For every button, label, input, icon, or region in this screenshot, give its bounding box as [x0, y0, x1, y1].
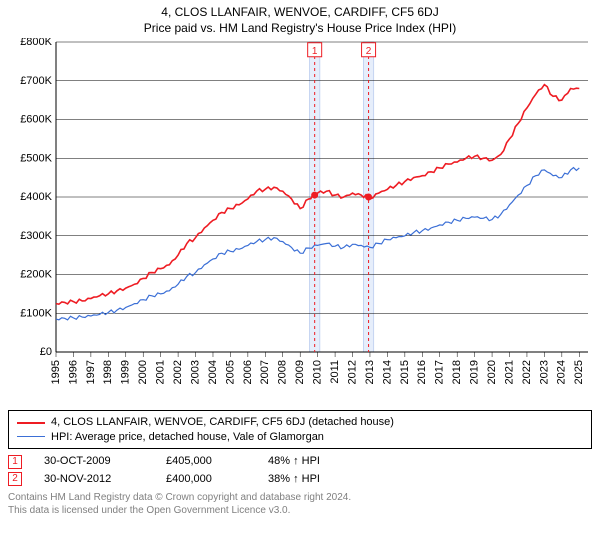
svg-text:£0: £0 — [40, 346, 52, 358]
svg-text:£400K: £400K — [20, 191, 52, 203]
svg-text:2020: 2020 — [486, 360, 498, 384]
svg-text:£500K: £500K — [20, 153, 52, 165]
svg-text:2010: 2010 — [312, 360, 324, 384]
svg-text:1995: 1995 — [50, 360, 62, 384]
svg-text:2: 2 — [366, 46, 372, 57]
footer-attribution: Contains HM Land Registry data © Crown c… — [8, 492, 592, 517]
svg-text:2015: 2015 — [399, 360, 411, 384]
svg-text:2019: 2019 — [469, 360, 481, 384]
svg-text:2007: 2007 — [259, 360, 271, 384]
chart-area: £0 £100K £200K £300K £400K £500K £600K £700K £80… — [8, 38, 592, 408]
svg-text:2013: 2013 — [364, 360, 376, 384]
sale-marker-icon: 2 — [8, 472, 22, 486]
svg-text:2022: 2022 — [521, 360, 533, 384]
sale-marker-icon: 1 — [8, 455, 22, 469]
legend-row: HPI: Average price, detached house, Vale… — [17, 430, 583, 444]
svg-text:2018: 2018 — [451, 360, 463, 384]
svg-text:£300K: £300K — [20, 230, 52, 242]
svg-text:2024: 2024 — [556, 360, 568, 384]
svg-text:2000: 2000 — [137, 360, 149, 384]
svg-text:2008: 2008 — [277, 360, 289, 384]
svg-text:1: 1 — [312, 46, 318, 57]
svg-text:£100K: £100K — [20, 308, 52, 320]
svg-text:2006: 2006 — [242, 360, 254, 384]
svg-text:2011: 2011 — [329, 360, 341, 384]
sale-date: 30-NOV-2012 — [44, 471, 144, 489]
svg-text:2021: 2021 — [503, 360, 515, 384]
svg-text:2009: 2009 — [294, 360, 306, 384]
legend-row: 4, CLOS LLANFAIR, WENVOE, CARDIFF, CF5 6… — [17, 415, 583, 429]
sale-pct: 48% ↑ HPI — [268, 453, 368, 471]
sale-price: £405,000 — [166, 453, 246, 471]
sale-price: £400,000 — [166, 471, 246, 489]
svg-text:2005: 2005 — [224, 360, 236, 384]
chart-svg: £0 £100K £200K £300K £400K £500K £600K £700K £80… — [8, 38, 592, 408]
title-line1: 4, CLOS LLANFAIR, WENVOE, CARDIFF, CF5 6… — [8, 4, 592, 20]
svg-text:2001: 2001 — [155, 360, 167, 384]
svg-text:2004: 2004 — [207, 360, 219, 384]
svg-text:£200K: £200K — [20, 269, 52, 281]
svg-text:2012: 2012 — [346, 360, 358, 384]
svg-text:2014: 2014 — [381, 360, 393, 384]
legend-swatch — [17, 422, 45, 424]
legend-label: 4, CLOS LLANFAIR, WENVOE, CARDIFF, CF5 6… — [51, 415, 394, 429]
svg-text:2016: 2016 — [416, 360, 428, 384]
footer-line2: This data is licensed under the Open Gov… — [8, 505, 592, 518]
svg-text:1999: 1999 — [120, 360, 132, 384]
sale-row: 2 30-NOV-2012 £400,000 38% ↑ HPI — [8, 471, 592, 489]
svg-text:£600K: £600K — [20, 114, 52, 126]
legend-box: 4, CLOS LLANFAIR, WENVOE, CARDIFF, CF5 6… — [8, 410, 592, 449]
sales-table: 1 30-OCT-2009 £405,000 48% ↑ HPI 2 30-NO… — [8, 453, 592, 488]
svg-text:1998: 1998 — [102, 360, 114, 384]
legend-swatch — [17, 436, 45, 437]
svg-text:2003: 2003 — [189, 360, 201, 384]
svg-text:£700K: £700K — [20, 75, 52, 87]
title-line2: Price paid vs. HM Land Registry's House … — [8, 20, 592, 36]
chart-container: 4, CLOS LLANFAIR, WENVOE, CARDIFF, CF5 6… — [0, 0, 600, 560]
svg-text:2002: 2002 — [172, 360, 184, 384]
svg-text:2023: 2023 — [538, 360, 550, 384]
sale-row: 1 30-OCT-2009 £405,000 48% ↑ HPI — [8, 453, 592, 471]
legend-label: HPI: Average price, detached house, Vale… — [51, 430, 324, 444]
svg-text:1997: 1997 — [85, 360, 97, 384]
footer-line1: Contains HM Land Registry data © Crown c… — [8, 492, 592, 505]
svg-text:2025: 2025 — [573, 360, 585, 384]
sale-pct: 38% ↑ HPI — [268, 471, 368, 489]
sale-date: 30-OCT-2009 — [44, 453, 144, 471]
svg-text:1996: 1996 — [67, 360, 79, 384]
svg-text:£800K: £800K — [20, 38, 52, 48]
title-block: 4, CLOS LLANFAIR, WENVOE, CARDIFF, CF5 6… — [8, 4, 592, 36]
svg-text:2017: 2017 — [434, 360, 446, 384]
